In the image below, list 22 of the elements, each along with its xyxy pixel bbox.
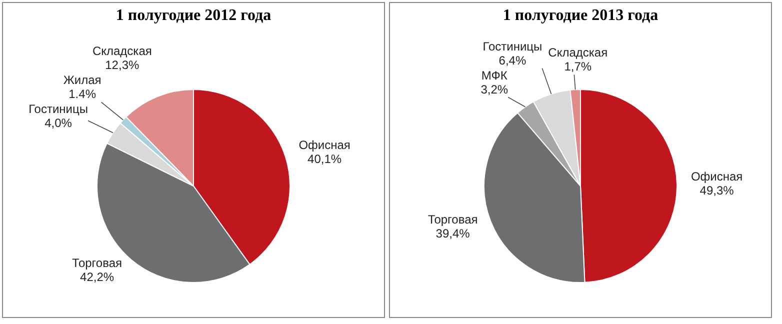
slice-label: Гостиницы bbox=[28, 102, 88, 116]
slice-label: Складская bbox=[548, 46, 608, 60]
slice-label: МФК bbox=[481, 68, 508, 82]
slice-label: Торговая bbox=[72, 256, 122, 270]
slice-label: Офисная bbox=[690, 170, 743, 184]
slice-label: Гостиницы bbox=[482, 39, 542, 54]
data-label: 3,2% bbox=[480, 82, 508, 96]
data-label: 12,3% bbox=[105, 58, 140, 72]
data-label: 4,0% bbox=[44, 116, 72, 130]
data-label: 49,3% bbox=[700, 184, 734, 198]
slice-label: Офисная bbox=[298, 138, 350, 152]
slice-label: Складская bbox=[92, 44, 152, 58]
data-label: 42,2% bbox=[80, 270, 114, 284]
data-label: 40,1% bbox=[308, 152, 342, 166]
slice-label: Жилая bbox=[63, 73, 102, 88]
slice-label: Торговая bbox=[428, 212, 478, 227]
data-label: 1.4% bbox=[68, 87, 96, 102]
data-label: 39,4% bbox=[436, 226, 470, 241]
chart-title: 1 полугодие 2012 года bbox=[114, 7, 272, 26]
chart-title: 1 полугодие 2013 года bbox=[502, 7, 660, 26]
data-label: 6,4% bbox=[498, 53, 526, 68]
data-label: 1,7% bbox=[564, 60, 592, 74]
